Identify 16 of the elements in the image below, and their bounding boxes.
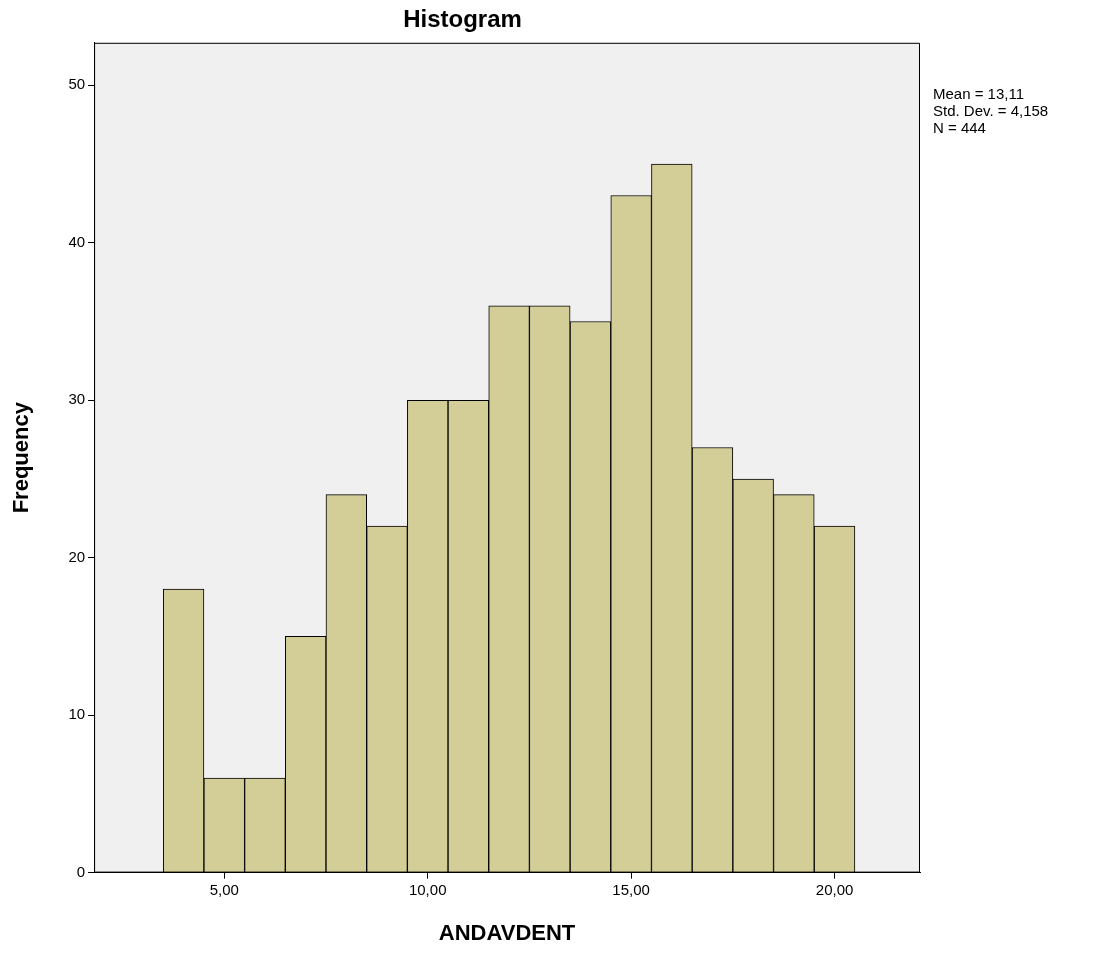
y-tick-label: 40 xyxy=(68,232,86,250)
y-tick-label: 10 xyxy=(68,705,86,723)
text: Mean = 13,11 xyxy=(933,85,1025,103)
x-tick-label: 15,00 xyxy=(612,880,650,898)
y-tick-label: 20 xyxy=(68,547,86,565)
y-axis-title: Frequency xyxy=(8,401,34,514)
text: Std. Dev. = 4,158 xyxy=(933,102,1049,120)
x-tick-label: 5,00 xyxy=(209,880,239,898)
x-axis-title: ANDAVDENT xyxy=(438,919,576,945)
text: N = 444 xyxy=(933,119,986,137)
chart-title: Histogram xyxy=(403,5,522,33)
y-tick-label: 0 xyxy=(76,862,86,880)
y-tick-label: 30 xyxy=(68,390,86,408)
x-tick-label: 10,00 xyxy=(408,880,447,898)
y-tick-label: 50 xyxy=(68,75,86,93)
x-tick-label: 20,00 xyxy=(815,880,854,898)
